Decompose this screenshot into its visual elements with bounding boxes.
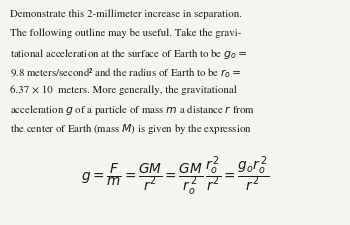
Text: The following outline may be useful. Take the gravi-: The following outline may be useful. Tak… (10, 29, 241, 38)
Text: tational acceleration at the surface of Earth to be $g_o =$: tational acceleration at the surface of … (10, 47, 247, 61)
Text: Demonstrate this 2-millimeter increase in separation.: Demonstrate this 2-millimeter increase i… (10, 10, 242, 19)
Text: the center of Earth (mass $M$) is given by the expression: the center of Earth (mass $M$) is given … (10, 122, 252, 136)
Text: acceleration $g$ of a particle of mass $m$ a distance $r$ from: acceleration $g$ of a particle of mass $… (10, 104, 255, 117)
Text: 9.8 meters/second² and the radius of Earth to be $r_o =$: 9.8 meters/second² and the radius of Ear… (10, 66, 241, 80)
Text: 6.37 × 10⁶ meters. More generally, the gravitational: 6.37 × 10⁶ meters. More generally, the g… (10, 85, 237, 94)
Text: $g = \dfrac{F}{m} = \dfrac{GM}{r^2} = \dfrac{GM}{r_o^{\,2}}\,\dfrac{r_o^{\,2}}{r: $g = \dfrac{F}{m} = \dfrac{GM}{r^2} = \d… (81, 155, 269, 198)
